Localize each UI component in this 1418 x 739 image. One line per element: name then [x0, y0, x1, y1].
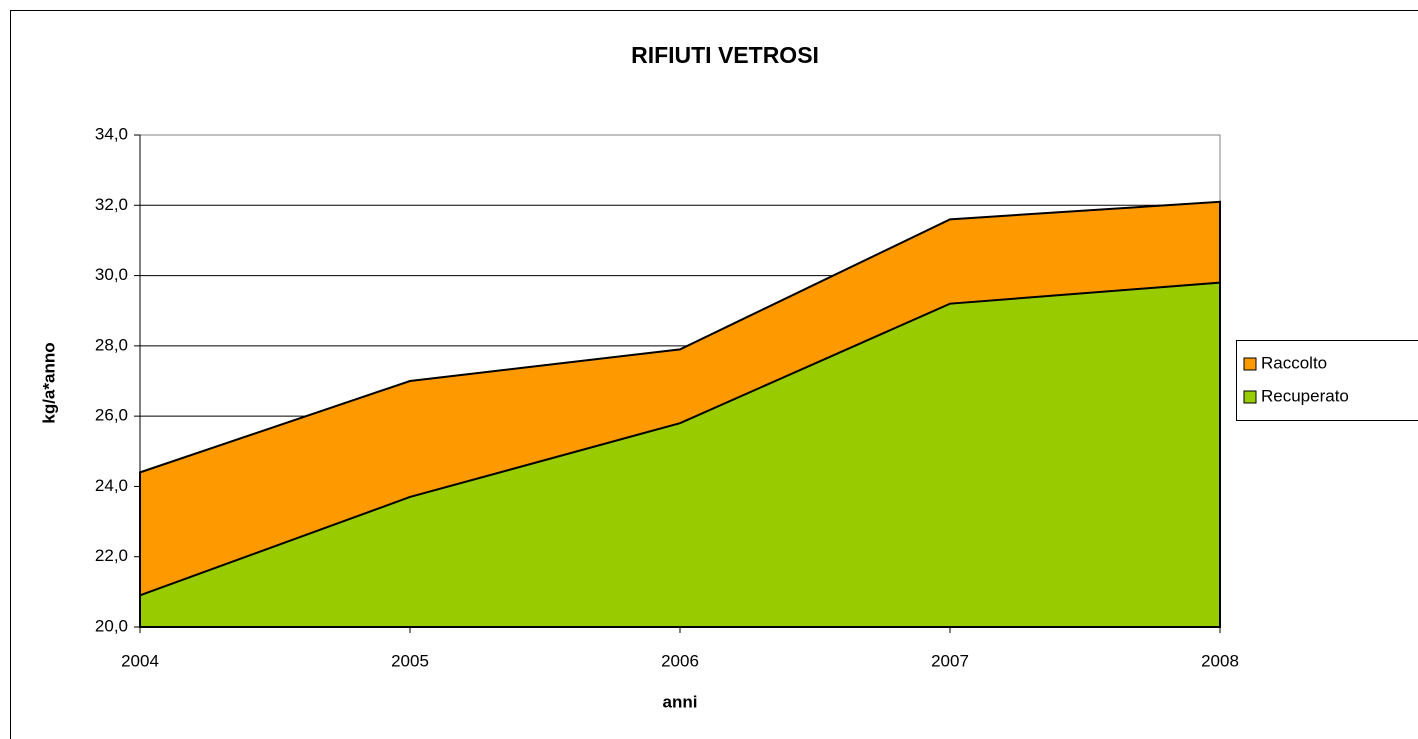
y-tick-label: 20,0	[95, 616, 128, 635]
legend-label: Raccolto	[1261, 353, 1327, 372]
x-tick-label: 2006	[661, 651, 699, 670]
y-tick-label: 30,0	[95, 265, 128, 284]
chart-title: RIFIUTI VETROSI	[631, 42, 819, 68]
legend-box	[1236, 340, 1418, 421]
y-tick-label: 34,0	[95, 124, 128, 143]
y-tick-label: 22,0	[95, 546, 128, 565]
x-tick-label: 2007	[931, 651, 969, 670]
x-tick-label: 2004	[121, 651, 159, 670]
legend-swatch	[1243, 390, 1257, 404]
y-tick-label: 24,0	[95, 476, 128, 495]
legend-label: Recuperato	[1261, 386, 1349, 405]
y-tick-label: 32,0	[95, 195, 128, 214]
x-tick-label: 2005	[391, 651, 429, 670]
y-tick-label: 28,0	[95, 335, 128, 354]
y-axis-label: kg/a*anno	[39, 342, 58, 423]
y-tick-label: 26,0	[95, 406, 128, 425]
x-axis-label: anni	[663, 692, 698, 711]
legend-swatch	[1243, 357, 1257, 371]
x-tick-label: 2008	[1201, 651, 1239, 670]
